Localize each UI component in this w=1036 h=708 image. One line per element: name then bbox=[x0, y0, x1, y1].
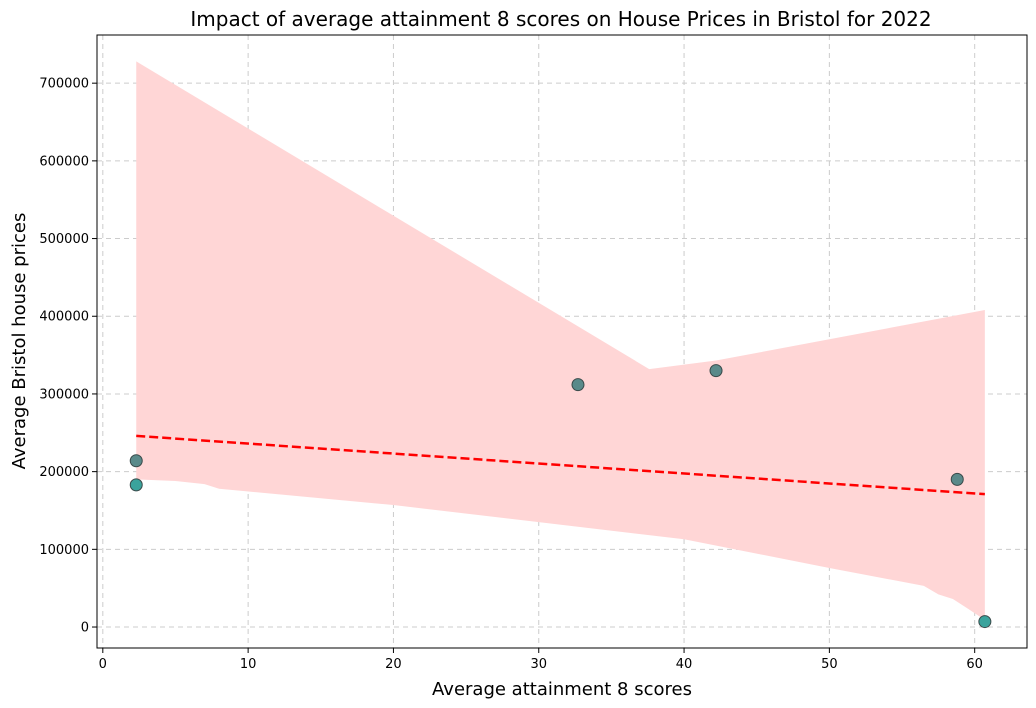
scatter-point bbox=[571, 378, 585, 392]
y-tick-label: 300000 bbox=[39, 387, 89, 402]
x-tick-label: 40 bbox=[676, 657, 693, 672]
regression-line bbox=[136, 434, 985, 496]
chart-title: Impact of average attainment 8 scores on… bbox=[190, 7, 931, 31]
x-tick-label: 0 bbox=[99, 657, 107, 672]
x-tick-label: 20 bbox=[385, 657, 402, 672]
x-tick-label: 10 bbox=[240, 657, 257, 672]
y-tick-label: 600000 bbox=[39, 154, 89, 169]
scatter-point bbox=[978, 615, 992, 629]
y-tick-label: 500000 bbox=[39, 232, 89, 247]
plot-area-frame bbox=[96, 34, 1028, 649]
scatter-point bbox=[709, 364, 723, 378]
regression-line-group bbox=[136, 434, 985, 496]
y-tick-label: 700000 bbox=[39, 77, 89, 92]
y-axis-ticks: 0 100000 200000 300000 400000 500000 600000 700… bbox=[39, 77, 97, 636]
scatter-point bbox=[129, 478, 143, 492]
y-tick-label: 0 bbox=[81, 621, 89, 636]
y-axis-label: Average Bristol house prices bbox=[9, 213, 30, 470]
x-axis-ticks: 0 10 20 30 40 50 60 bbox=[99, 648, 983, 672]
x-tick-label: 60 bbox=[966, 657, 983, 672]
scatter-points bbox=[129, 364, 992, 629]
scatter-point bbox=[129, 454, 143, 468]
x-axis-label: Average attainment 8 scores bbox=[432, 679, 692, 700]
scatter-point bbox=[950, 472, 964, 486]
y-tick-label: 100000 bbox=[39, 543, 89, 558]
x-tick-label: 30 bbox=[530, 657, 547, 672]
y-tick-label: 400000 bbox=[39, 310, 89, 325]
y-tick-label: 200000 bbox=[39, 465, 89, 480]
x-tick-label: 50 bbox=[821, 657, 838, 672]
